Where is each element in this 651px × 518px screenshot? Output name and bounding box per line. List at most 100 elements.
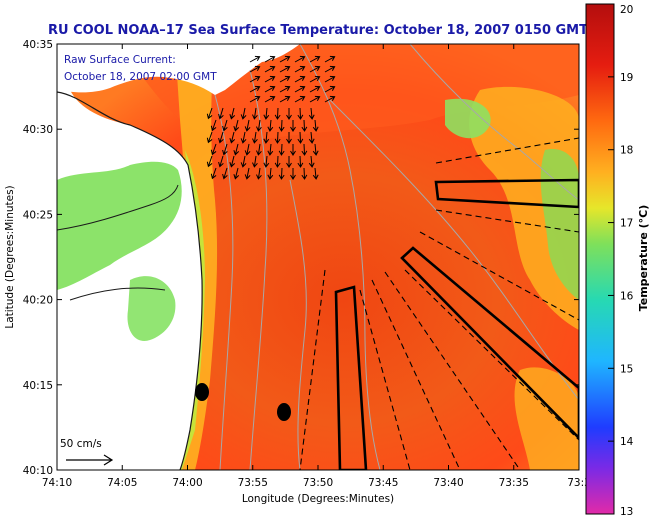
coastal-vegetation (57, 161, 182, 290)
current-vector (309, 75, 321, 83)
colorbar-ticks: 20 19 18 17 16 15 14 13 (608, 3, 634, 518)
current-vector (301, 143, 308, 156)
current-vector (240, 131, 247, 144)
current-vector (309, 65, 321, 73)
current-vector (286, 156, 292, 168)
colorbar-tick-label: 15 (620, 363, 633, 375)
current-vector (309, 95, 321, 103)
current-vector (229, 155, 236, 168)
current-vector (297, 155, 304, 168)
x-tick-label: 74:00 (172, 477, 202, 489)
colorbar-tick-label: 18 (620, 145, 633, 157)
current-vector (279, 65, 291, 73)
x-tick-label: 73:45 (368, 477, 398, 489)
x-tick-label: 73:55 (238, 477, 268, 489)
current-vector (263, 155, 270, 168)
current-vector (279, 95, 291, 103)
current-vector (301, 119, 308, 132)
scale-label: 50 cm/s (60, 438, 102, 450)
current-vector (297, 107, 304, 120)
current-vector (308, 131, 315, 144)
current-vector (324, 75, 336, 83)
northern-headland (57, 44, 300, 95)
sampling-boxes (334, 178, 579, 470)
current-vector (278, 143, 285, 156)
current-vector (290, 168, 296, 180)
x-tick-label: 73:35 (499, 477, 529, 489)
annotation-line-1: Raw Surface Current: (64, 54, 176, 66)
current-vector (233, 167, 240, 180)
current-vector (312, 119, 319, 132)
x-axis-ticks: 74:10 74:05 74:00 73:55 73:50 73:45 73:40 73:35… (42, 44, 591, 489)
current-vector (244, 143, 251, 156)
colorbar-tick-label: 14 (620, 436, 634, 448)
current-vector (218, 131, 224, 144)
current-vector (249, 85, 261, 93)
current-vector (312, 167, 319, 180)
x-tick-label: 73:40 (433, 477, 463, 489)
current-vector (264, 95, 276, 103)
plot-area: Raw Surface Current: October 18, 2007 02… (57, 44, 579, 470)
current-vector (294, 75, 306, 83)
current-vector (218, 155, 224, 168)
current-vector (264, 65, 276, 73)
current-vector (244, 167, 251, 180)
current-vector (286, 108, 292, 120)
current-vector (244, 119, 251, 132)
y-tick-label: 40:30 (23, 124, 53, 136)
colorbar-tick-label: 16 (620, 290, 634, 302)
current-vector (222, 167, 228, 180)
current-vector (324, 95, 336, 103)
current-vector (267, 143, 274, 156)
current-vector (297, 131, 304, 144)
station-marker-2[interactable] (277, 403, 291, 421)
current-vector (301, 167, 308, 180)
current-vector (324, 85, 336, 93)
current-vector (249, 65, 261, 73)
current-vector (240, 155, 247, 168)
current-vector (222, 119, 228, 132)
current-vector (274, 107, 281, 120)
current-vector (210, 143, 217, 156)
current-vector (309, 85, 321, 93)
current-vector (290, 120, 296, 132)
current-vector (263, 131, 270, 144)
station-marker-1[interactable] (195, 383, 209, 401)
y-tick-label: 40:25 (23, 209, 53, 221)
current-vector (249, 75, 261, 83)
current-vector (274, 131, 281, 144)
colorbar-tick-label: 20 (620, 4, 633, 16)
annotation-line-2: October 18, 2007 02:00 GMT (64, 71, 217, 83)
northeast-green-patch (445, 98, 491, 139)
colorbar (585, 3, 615, 515)
y-tick-label: 40:10 (23, 465, 53, 477)
current-vector (279, 85, 291, 93)
current-vector (308, 155, 315, 168)
y-axis-label: Latitude (Degrees:Minutes) (4, 185, 16, 328)
inland-shoreline (57, 184, 179, 301)
y-axis-ticks: 40:35 40:30 40:25 40:20 40:15 40:10 (23, 39, 579, 477)
current-vector (206, 155, 213, 168)
current-vector (286, 132, 292, 144)
current-vector (264, 75, 276, 83)
current-vector (294, 65, 306, 73)
current-vectors (206, 55, 336, 180)
colorbar-tick-label: 17 (620, 218, 633, 230)
x-tick-label: 74:10 (42, 477, 72, 489)
current-vector (294, 95, 306, 103)
current-vector (294, 85, 306, 93)
current-vector (256, 167, 262, 180)
x-tick-label: 73:3 (567, 477, 591, 489)
current-vector (218, 107, 224, 120)
x-tick-label: 74:05 (107, 477, 137, 489)
current-vector (249, 95, 261, 103)
current-vector (294, 55, 306, 63)
y-tick-label: 40:20 (23, 295, 53, 307)
current-vector (278, 167, 285, 180)
current-vector (324, 55, 336, 63)
bathymetry-contours (214, 44, 579, 470)
current-vector (264, 55, 276, 63)
current-vector (324, 65, 336, 73)
current-vector (233, 143, 240, 156)
east-cool-patch (469, 86, 579, 330)
